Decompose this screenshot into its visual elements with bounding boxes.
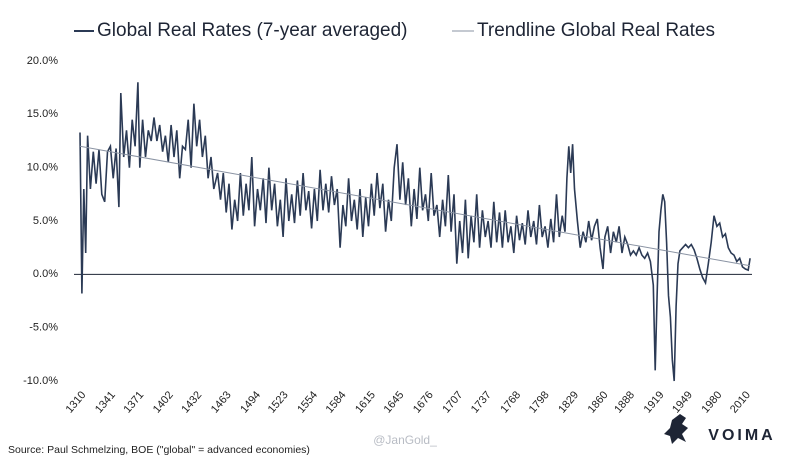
y-tick-label: -5.0% (29, 322, 58, 334)
x-tick-label: 1888 (612, 389, 637, 415)
x-tick-label: 1402 (151, 389, 176, 415)
legend-label: Global Real Rates (7-year averaged) (97, 20, 408, 41)
x-tick-label: 1949 (670, 389, 695, 415)
y-tick-label: 10.0% (27, 162, 58, 174)
x-tick-label: 2010 (728, 389, 753, 415)
x-tick-label: 1432 (179, 389, 204, 415)
x-tick-label: 1919 (642, 389, 667, 415)
watermark: @JanGold_ (373, 433, 437, 447)
x-tick-label: 1584 (324, 389, 349, 415)
y-tick-label: 5.0% (33, 215, 58, 227)
logo-icon (664, 414, 688, 444)
x-tick-label: 1645 (382, 389, 407, 415)
data-line (79, 145, 751, 267)
x-tick-label: 1310 (64, 389, 89, 415)
y-tick-label: 20.0% (27, 55, 58, 67)
x-tick-label: 1737 (469, 389, 494, 415)
x-tick-label: 1798 (527, 389, 552, 415)
x-tick-label: 1829 (556, 389, 581, 415)
x-tick-label: 1554 (295, 389, 320, 415)
x-tick-label: 1860 (586, 389, 611, 415)
x-tick-label: 1523 (266, 389, 291, 415)
x-tick-label: 1463 (209, 389, 234, 415)
logo: VOIMA (708, 427, 775, 444)
x-tick-label: 1980 (700, 389, 725, 415)
source: Source: Paul Schmelzing, BOE ("global" =… (8, 444, 310, 456)
x-tick-label: 1615 (353, 389, 378, 415)
x-tick-label: 1768 (498, 389, 523, 415)
legend-label: Trendline Global Real Rates (477, 20, 715, 41)
y-tick-label: 0.0% (33, 268, 58, 280)
x-tick-label: 1341 (93, 389, 118, 415)
x-tick-label: 1676 (411, 389, 436, 415)
x-tick-label: 1371 (121, 389, 146, 415)
data-line (79, 82, 751, 382)
x-tick-label: 1494 (238, 389, 263, 415)
x-tick-label: 1707 (440, 389, 465, 415)
y-tick-label: 15.0% (27, 108, 58, 120)
y-tick-label: -10.0% (23, 375, 58, 387)
